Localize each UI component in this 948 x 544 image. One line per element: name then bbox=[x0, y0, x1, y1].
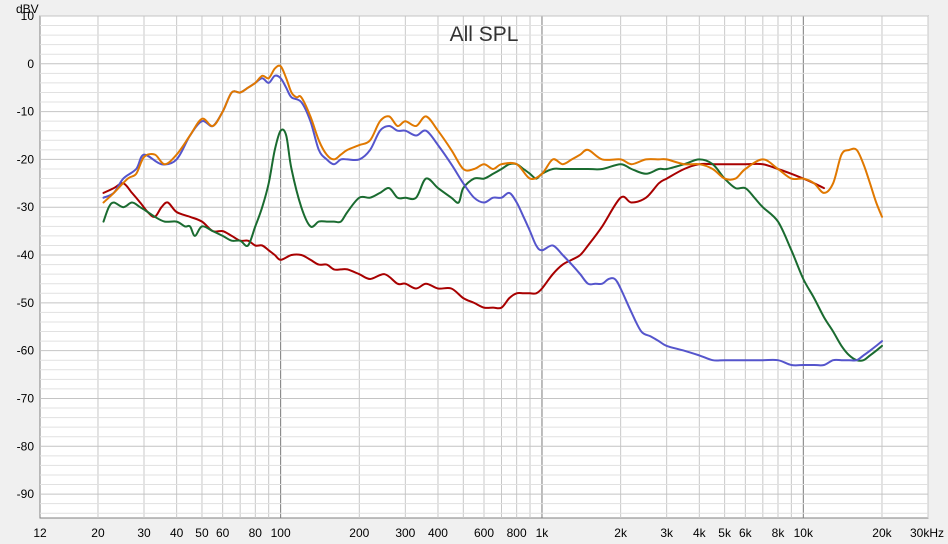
x-tick-label: 4k bbox=[693, 526, 707, 540]
y-tick-label: -10 bbox=[17, 105, 35, 119]
chart-title: All SPL bbox=[450, 23, 519, 46]
y-tick-label: -80 bbox=[17, 439, 35, 453]
series-line bbox=[102, 128, 883, 362]
y-tick-label: -30 bbox=[17, 200, 35, 214]
series-line bbox=[102, 64, 883, 218]
x-tick-label: 3k bbox=[660, 526, 674, 540]
x-tick-label: 200 bbox=[349, 526, 369, 540]
x-tick-label: 2k bbox=[614, 526, 628, 540]
x-tick-label: 30kHz bbox=[910, 526, 944, 540]
x-tick-label: 60 bbox=[216, 526, 230, 540]
series-group bbox=[102, 64, 883, 367]
x-tick-label: 50 bbox=[195, 526, 209, 540]
y-axis-ticks: 10 0 -10 -20 -30 -40 -50 -60 -70 -80 -90 bbox=[17, 9, 35, 501]
x-tick-label: 12 bbox=[33, 526, 47, 540]
x-tick-label: 40 bbox=[170, 526, 184, 540]
y-tick-label: 10 bbox=[21, 9, 35, 23]
y-tick-label: -20 bbox=[17, 152, 35, 166]
y-axis-label: dBV bbox=[16, 2, 39, 16]
y-tick-label: -90 bbox=[17, 487, 35, 501]
x-tick-label: 20k bbox=[872, 526, 892, 540]
x-tick-label: 1k bbox=[536, 526, 550, 540]
x-tick-label: 30 bbox=[137, 526, 151, 540]
x-axis-ticks: 12 20 30 40 50 60 80 100 200 300 400 600 800 1k 2k 3k 4k… bbox=[33, 526, 944, 540]
y-tick-label: 0 bbox=[27, 57, 34, 71]
x-tick-label: 800 bbox=[507, 526, 527, 540]
y-tick-label: -70 bbox=[17, 391, 35, 405]
x-tick-label: 8k bbox=[772, 526, 786, 540]
grid bbox=[40, 15, 929, 518]
x-tick-label: 100 bbox=[271, 526, 291, 540]
x-tick-label: 400 bbox=[428, 526, 448, 540]
y-tick-label: -40 bbox=[17, 248, 35, 262]
x-tick-label: 300 bbox=[395, 526, 415, 540]
x-tick-label: 20 bbox=[91, 526, 105, 540]
x-tick-label: 80 bbox=[249, 526, 263, 540]
x-tick-label: 600 bbox=[474, 526, 494, 540]
x-tick-label: 5k bbox=[718, 526, 732, 540]
x-tick-label: 10k bbox=[794, 526, 814, 540]
y-tick-label: -60 bbox=[17, 344, 35, 358]
y-tick-label: -50 bbox=[17, 296, 35, 310]
x-tick-label: 6k bbox=[739, 526, 753, 540]
